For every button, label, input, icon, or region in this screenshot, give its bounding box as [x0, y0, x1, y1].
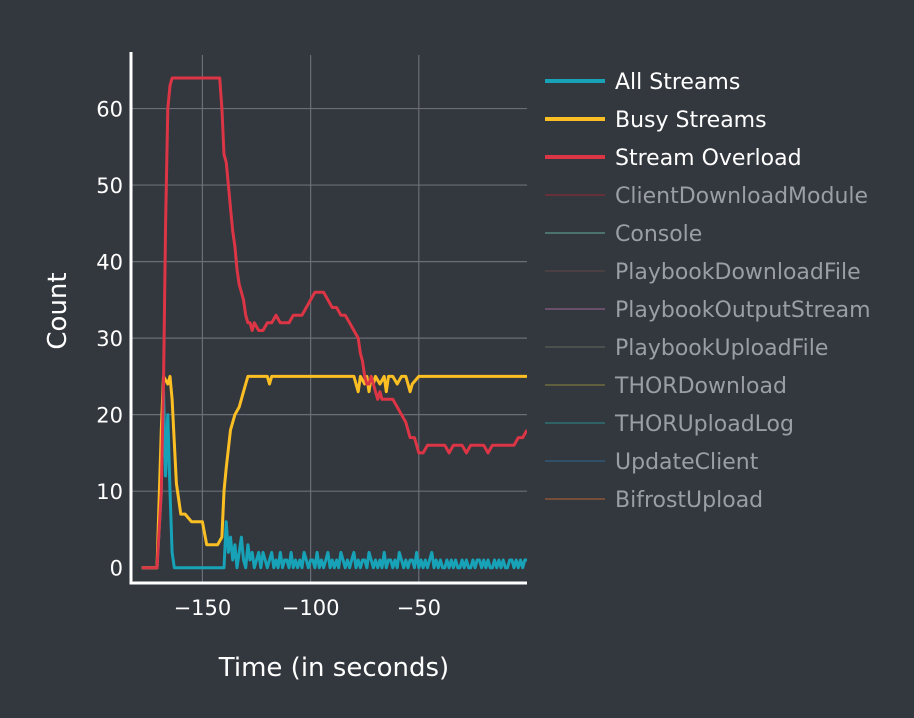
legend-item-updateclient[interactable]: UpdateClient	[545, 450, 759, 475]
legend-label-playbookoutputstream: PlaybookOutputStream	[615, 298, 871, 323]
legend-label-clientdownloadmodule: ClientDownloadModule	[615, 184, 868, 209]
legend-label-updateclient: UpdateClient	[615, 450, 759, 475]
legend-label-thordownload: THORDownload	[614, 374, 787, 399]
x-tick-label: −50	[397, 596, 441, 620]
legend-label-stream-overload: Stream Overload	[615, 146, 802, 171]
legend-label-playbookdownloadfile: PlaybookDownloadFile	[615, 260, 861, 285]
y-axis-title: Count	[43, 272, 73, 349]
x-tick-label: −100	[282, 596, 340, 620]
y-tick-label: 40	[96, 251, 123, 275]
legend-item-clientdownloadmodule[interactable]: ClientDownloadModule	[545, 184, 868, 209]
legend-item-stream-overload[interactable]: Stream Overload	[545, 146, 802, 171]
legend-item-bifrostupload[interactable]: BifrostUpload	[545, 488, 763, 513]
legend-item-playbookoutputstream[interactable]: PlaybookOutputStream	[545, 298, 871, 323]
series-line-all-streams	[141, 390, 527, 570]
legend-item-thoruploadlog[interactable]: THORUploadLog	[545, 412, 794, 437]
axes-layer	[129, 52, 527, 585]
x-tick-label: −150	[174, 596, 232, 620]
legend-label-busy-streams: Busy Streams	[615, 108, 767, 133]
legend-label-all-streams: All Streams	[615, 70, 740, 95]
series-layer	[141, 76, 527, 570]
y-tick-label: 0	[110, 557, 123, 581]
series-line-busy-streams	[141, 374, 527, 570]
y-tick-label: 10	[96, 480, 123, 504]
y-tick-label: 30	[96, 327, 123, 351]
tick-labels: −150 −100 −50 0 10 20 30 40 50 60	[96, 98, 441, 620]
legend-label-console: Console	[615, 222, 702, 247]
legend: All Streams Busy Streams Stream Overload Cl…	[545, 70, 871, 513]
legend-item-busy-streams[interactable]: Busy Streams	[545, 108, 767, 133]
grid-layer	[131, 55, 527, 583]
legend-item-playbookuploadfile[interactable]: PlaybookUploadFile	[545, 336, 828, 361]
y-tick-label: 20	[96, 404, 123, 428]
y-tick-label: 60	[96, 98, 123, 122]
x-axis-title: Time (in seconds)	[218, 653, 449, 683]
legend-item-console[interactable]: Console	[545, 222, 702, 247]
legend-item-playbookdownloadfile[interactable]: PlaybookDownloadFile	[545, 260, 861, 285]
legend-item-all-streams[interactable]: All Streams	[545, 70, 740, 95]
legend-label-bifrostupload: BifrostUpload	[615, 488, 763, 513]
legend-item-thordownload[interactable]: THORDownload	[545, 374, 787, 399]
legend-label-playbookuploadfile: PlaybookUploadFile	[615, 336, 828, 361]
legend-label-thoruploadlog: THORUploadLog	[614, 412, 794, 437]
y-tick-label: 50	[96, 174, 123, 198]
series-line-stream-overload	[141, 76, 527, 570]
